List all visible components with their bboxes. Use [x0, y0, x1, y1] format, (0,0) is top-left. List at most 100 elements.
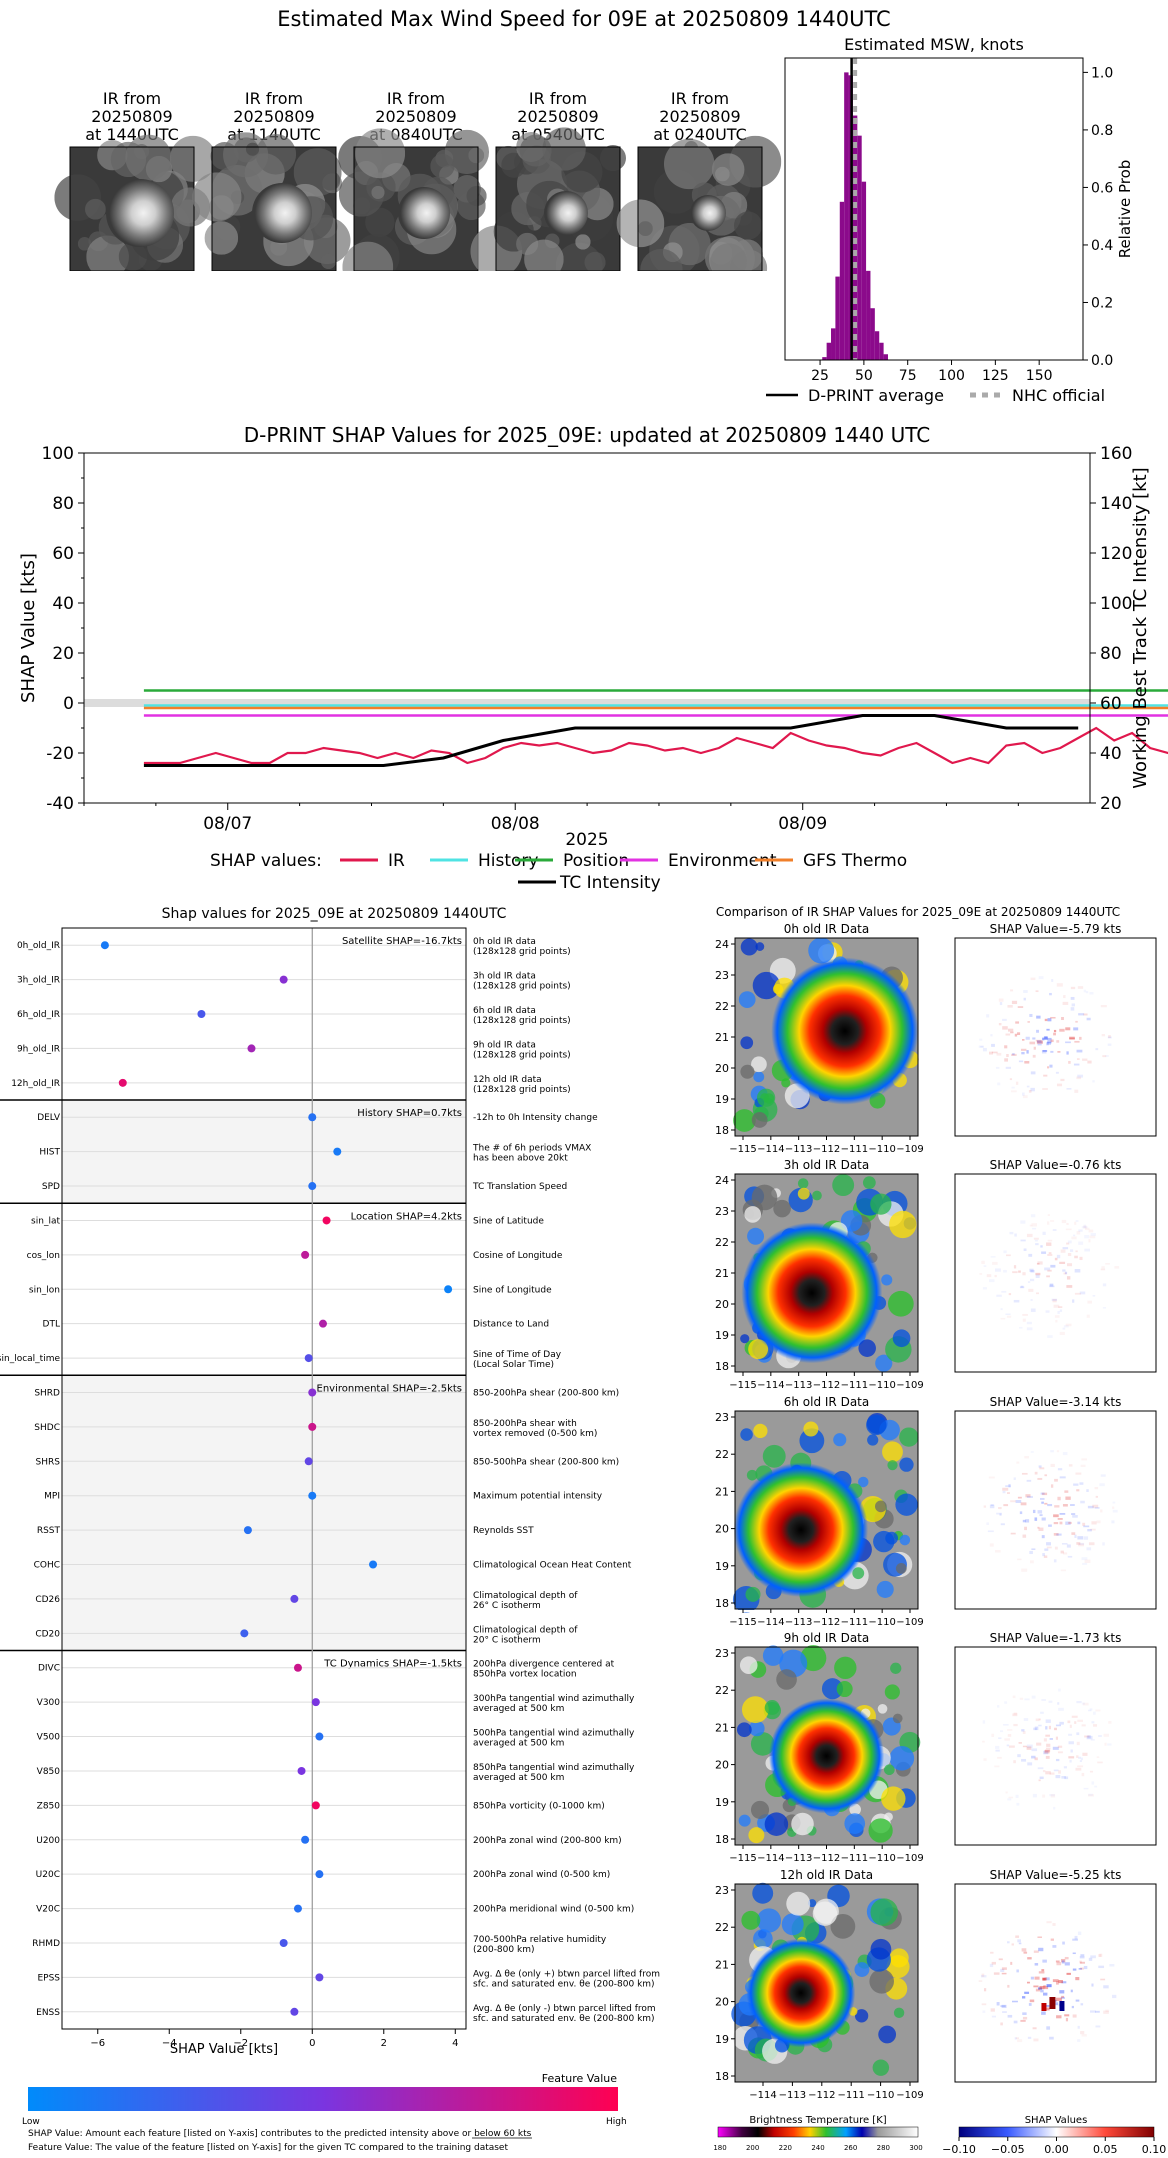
- cmp-shap-pixel: [1065, 1521, 1071, 1525]
- cmp-shap-pixel: [1045, 1310, 1050, 1313]
- cmp-shap-pixel: [1068, 1741, 1074, 1745]
- cmp-shap-pixel: [1072, 1515, 1078, 1518]
- cmp-shap-pixel: [1027, 1281, 1031, 1283]
- bee-point: [322, 1216, 331, 1225]
- cmp-shap-pixel: [1081, 1724, 1086, 1727]
- cmp-ir-cloud: [751, 1112, 768, 1128]
- cmp-shap-pixel: [1020, 1502, 1027, 1506]
- cmp-bt-tick-label: 280: [877, 2144, 890, 2152]
- cmp-shap-pixel: [1055, 1758, 1060, 1762]
- cmp-shap-pixel: [1070, 1007, 1075, 1011]
- cmp-shap-pixel: [990, 1256, 996, 1258]
- cmp-shap-pixel: [1092, 1294, 1096, 1297]
- cmp-shap-pixel: [1030, 1214, 1036, 1218]
- cmp-shap-pixel: [1100, 1509, 1103, 1513]
- msw-xtick-label: 50: [855, 368, 873, 384]
- bee-point: [308, 1491, 317, 1500]
- thumb-cloud: [524, 240, 564, 280]
- thumb-cloud: [664, 139, 714, 189]
- cmp-shap-pixel: [1072, 1968, 1077, 1971]
- cmp-shap-pixel: [1047, 1239, 1053, 1242]
- cmp-shap-pixel: [1056, 1254, 1061, 1259]
- cmp-shap-pixel: [1048, 1524, 1052, 1527]
- cmp-shap-pixel: [983, 1988, 987, 1992]
- cmp-shap-pixel: [1102, 1306, 1106, 1309]
- cmp-shap-pixel: [994, 1274, 997, 1278]
- cmp-ir-xtick-label: −109: [896, 1853, 923, 1864]
- cmp-shap-pixel: [995, 1745, 1000, 1749]
- cmp-shap-pixel: [1091, 1983, 1094, 1987]
- cmp-shap-pixel: [1078, 1229, 1083, 1232]
- cmp-shap-pixel: [1046, 1221, 1050, 1225]
- cmp-ir-ytick-label: 24: [715, 1174, 729, 1187]
- cmp-shap-pixel: [1074, 1269, 1081, 1273]
- cmp-shap-pixel: [1067, 1252, 1072, 1257]
- cmp-shap-pixel: [1053, 1522, 1059, 1525]
- cmp-ir-cloud: [740, 1334, 750, 1344]
- cmp-shap-pixel: [1083, 1536, 1089, 1540]
- cmp-ir-xtick-label: −111: [841, 1853, 868, 1864]
- msw-title: Estimated MSW, knots: [844, 35, 1024, 54]
- cmp-ir-cloud: [736, 1722, 752, 1738]
- cmp-ir-cloud: [733, 1109, 756, 1132]
- msw-bar: [831, 328, 836, 360]
- cmp-shap-pixel: [1018, 1270, 1021, 1273]
- thumb-cloud: [575, 234, 590, 249]
- cmp-shap-pixel: [1031, 1695, 1036, 1699]
- cmp-shap-pixel: [1044, 1977, 1050, 1981]
- cmp-title: Comparison of IR SHAP Values for 2025_09…: [716, 905, 1120, 919]
- cmp-shap-pixel: [1041, 1969, 1045, 1972]
- cmp-shap-pixel: [1044, 1018, 1048, 1022]
- cmp-shap-pixel: [1068, 1756, 1075, 1759]
- thumb-cloud: [85, 199, 106, 220]
- cmp-ir-ytick-label: 21: [715, 1267, 729, 1280]
- cmp-ir-xtick-label: −112: [813, 1380, 840, 1391]
- cmp-shap-pixel: [1026, 1495, 1033, 1498]
- cmp-shap-pixel: [1023, 997, 1026, 1001]
- cmp-ir-ytick-label: 19: [715, 1560, 729, 1573]
- cmp-shap-pixel: [1013, 1712, 1018, 1715]
- cmp-shap-pixel: [1047, 1018, 1052, 1022]
- cmp-shap-pixel: [1062, 1941, 1065, 1945]
- bee-feature-desc: (200-800 km): [473, 1945, 534, 1955]
- cmp-shap-pixel: [1075, 1472, 1082, 1475]
- cmp-shap-pixel: [1041, 2011, 1046, 2015]
- cmp-shap-pixel: [1088, 1239, 1091, 1243]
- cmp-shap-pixel: [1041, 1535, 1045, 1539]
- cmp-ir-cloud: [748, 1720, 765, 1737]
- cmp-shap-pixel: [1078, 1241, 1084, 1245]
- cmp-ir-cloud: [877, 1703, 888, 1714]
- cmp-shap-pixel: [1061, 1219, 1067, 1224]
- cmp-shap-pixel: [1021, 1996, 1026, 1999]
- cmp-shap-pixel: [1083, 1013, 1088, 1016]
- bee-feature-desc: 200hPa meridional wind (0-500 km): [473, 1905, 634, 1915]
- cmp-shap-pixel: [1040, 1245, 1043, 1248]
- bee-feature-name: CD20: [35, 1629, 60, 1639]
- cmp-shap-pixel: [1034, 1517, 1038, 1521]
- cmp-ir-xtick-label: −114: [757, 1144, 784, 1155]
- cmp-ir-ytick-label: 22: [715, 1000, 729, 1013]
- cmp-ir-ytick-label: 23: [715, 1411, 729, 1424]
- cmp-shap-pixel: [1046, 1546, 1052, 1549]
- bee-point: [279, 1938, 288, 1947]
- cmp-shap-pixel: [1046, 1984, 1052, 1988]
- bee-point: [240, 1629, 249, 1638]
- cmp-shap-pixel: [991, 1733, 995, 1737]
- bee-feature-desc: sfc. and saturated env. θe (200-800 km): [473, 1979, 655, 1989]
- cmp-shap-pixel: [1017, 1006, 1024, 1008]
- cmp-shap-pixel: [1103, 1733, 1110, 1737]
- bee-feature-desc: Avg. Δ θe (only +) btwn parcel lifted fr…: [473, 1969, 660, 1979]
- cmp-shap-pixel: [1064, 1776, 1069, 1780]
- bee-feature-desc: 200hPa zonal wind (0-500 km): [473, 1870, 610, 1880]
- cmp-shap-pixel: [1024, 1456, 1030, 1459]
- cmp-shap-pixel: [1027, 1957, 1032, 1960]
- cmp-shap-pixel: [1096, 1520, 1101, 1524]
- cmp-ir-cloud: [738, 1814, 751, 1827]
- cmp-shap-pixel: [996, 1294, 1002, 1297]
- cmp-shap-pixel: [1066, 1088, 1072, 1090]
- cmp-shap-pixel: [1045, 1747, 1051, 1750]
- cmp-ir-cloud: [887, 1290, 914, 1317]
- cmp-shap-pixel: [1059, 1990, 1065, 1994]
- bee-point: [333, 1147, 342, 1156]
- cmp-shap-pixel: [1102, 1055, 1107, 1058]
